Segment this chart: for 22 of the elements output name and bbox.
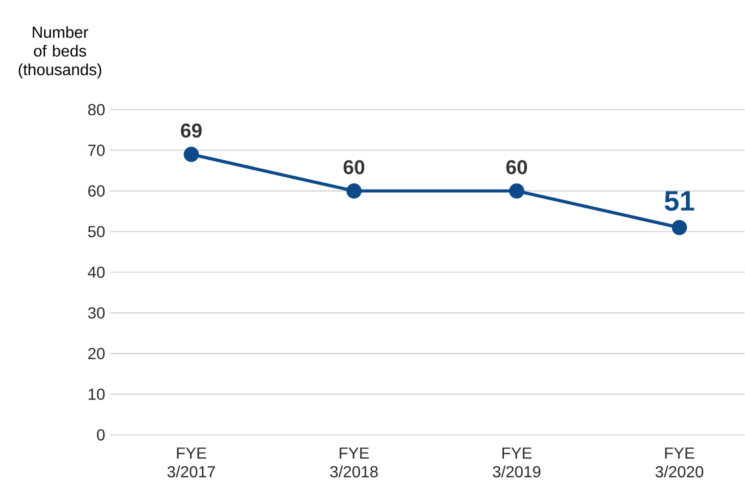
y-tick-label: 40: [88, 266, 105, 278]
y-tick-label: 70: [88, 144, 105, 156]
point: [346, 183, 362, 199]
point: [672, 220, 687, 236]
x-tick-label: FYE 3/2018: [330, 448, 378, 478]
data-label: 69: [180, 124, 202, 138]
y-tick-label: 0: [96, 429, 105, 441]
y-axis-title: Number of beds (thousands): [18, 26, 102, 78]
y-tick-label: 80: [88, 104, 105, 116]
y-tick-label: 50: [88, 226, 105, 238]
data-label: 60: [344, 160, 364, 174]
y-tick-label: 20: [88, 348, 105, 360]
data-label: 51: [664, 191, 694, 211]
data-label: 60: [506, 160, 527, 174]
y-tick-label: 10: [88, 388, 105, 400]
point: [509, 183, 524, 199]
y-tick-label: 30: [88, 307, 105, 319]
point: [184, 146, 199, 162]
x-tick-label: FYE 3/2019: [492, 448, 540, 478]
x-tick-label: FYE 3/2017: [167, 448, 215, 478]
x-tick-label: FYE 3/2020: [656, 448, 704, 478]
y-tick-label: 60: [88, 185, 105, 197]
